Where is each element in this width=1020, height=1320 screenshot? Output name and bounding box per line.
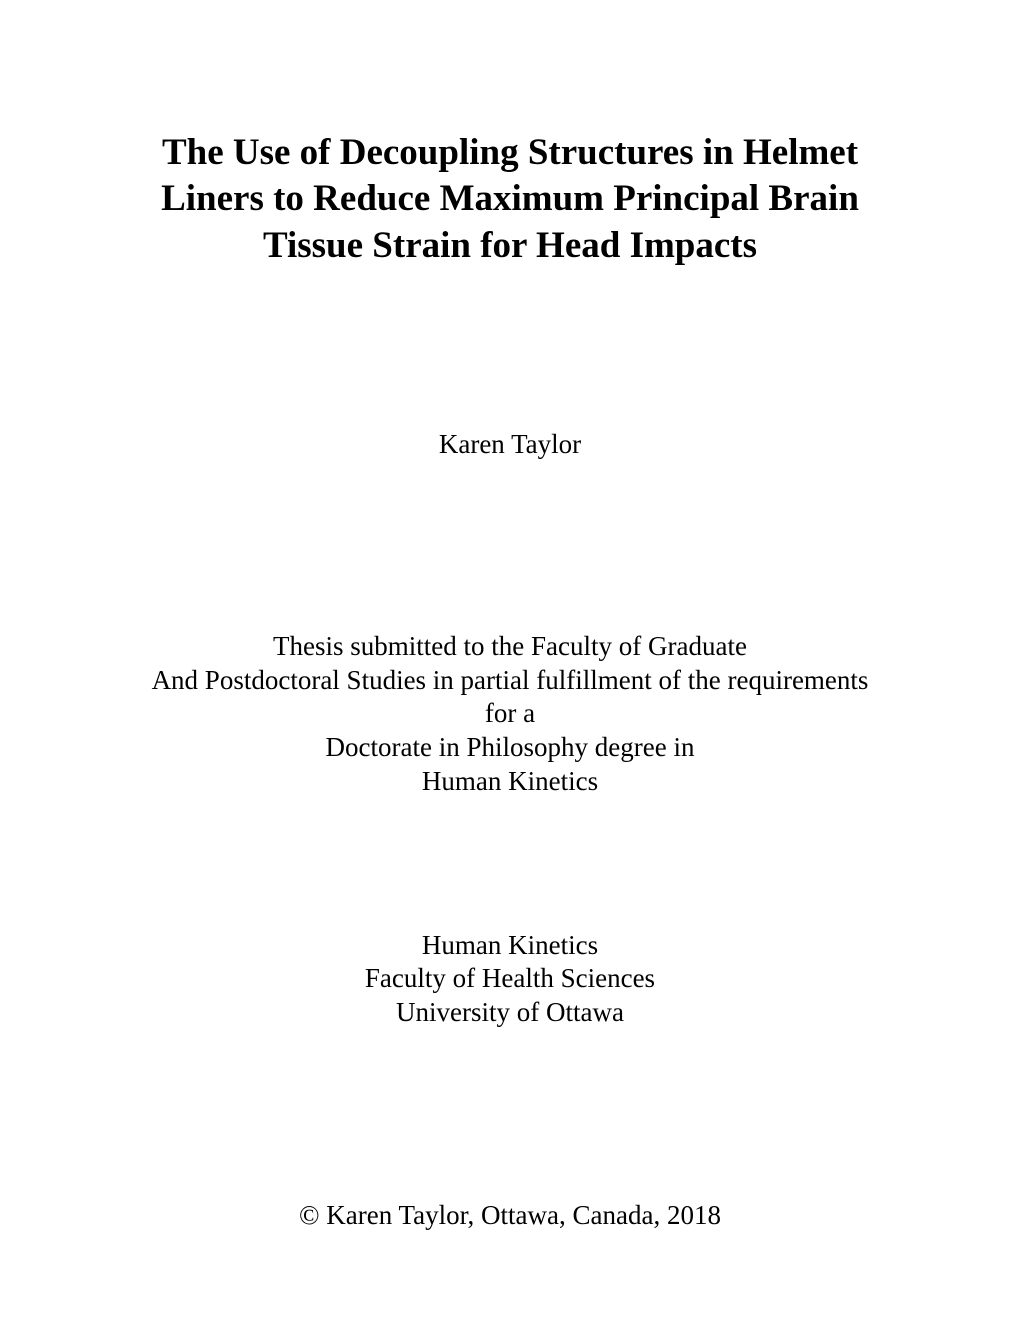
affiliation-line-1: Human Kinetics bbox=[422, 930, 598, 960]
affiliation-block: Human Kinetics Faculty of Health Science… bbox=[120, 929, 900, 1030]
submission-statement: Thesis submitted to the Faculty of Gradu… bbox=[120, 630, 900, 799]
affiliation-line-2: Faculty of Health Sciences bbox=[365, 963, 655, 993]
submission-line-2: And Postdoctoral Studies in partial fulf… bbox=[152, 665, 869, 695]
submission-line-5: Human Kinetics bbox=[422, 766, 598, 796]
submission-line-4: Doctorate in Philosophy degree in bbox=[326, 732, 695, 762]
title-line-3: Tissue Strain for Head Impacts bbox=[263, 225, 757, 266]
author-name: Karen Taylor bbox=[120, 429, 900, 460]
copyright-notice: © Karen Taylor, Ottawa, Canada, 2018 bbox=[120, 1200, 900, 1231]
submission-line-1: Thesis submitted to the Faculty of Gradu… bbox=[273, 631, 747, 661]
title-line-2: Liners to Reduce Maximum Principal Brain bbox=[161, 178, 859, 219]
submission-line-3: for a bbox=[485, 698, 535, 728]
thesis-title: The Use of Decoupling Structures in Helm… bbox=[120, 130, 900, 269]
title-line-1: The Use of Decoupling Structures in Helm… bbox=[162, 132, 858, 173]
affiliation-line-3: University of Ottawa bbox=[396, 997, 624, 1027]
